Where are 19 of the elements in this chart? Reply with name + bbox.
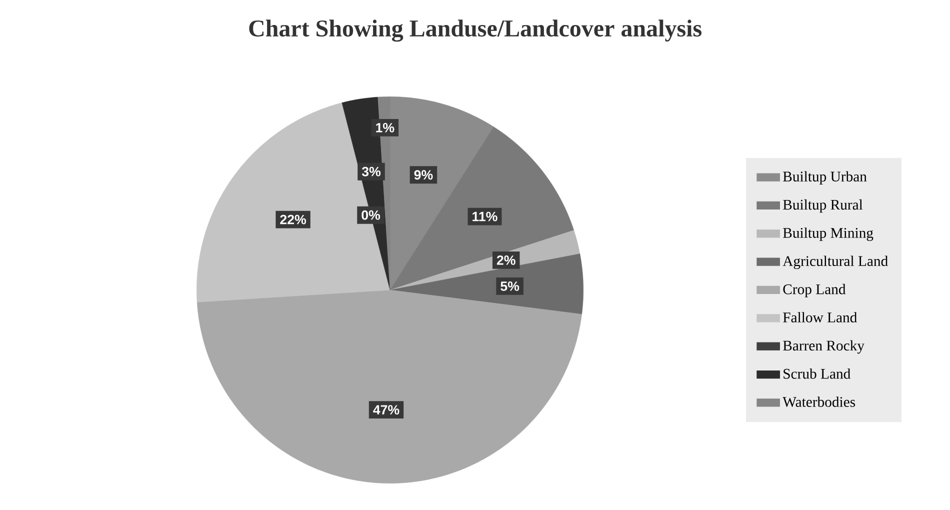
legend-label: Agricultural Land bbox=[782, 256, 888, 270]
data-label: 1% bbox=[376, 122, 394, 132]
data-label: 11% bbox=[472, 212, 498, 222]
legend-label: Builtup Urban bbox=[783, 171, 867, 184]
chart-title: Chart Showing Landuse/Landcover analysis bbox=[249, 20, 702, 42]
data-label: 9% bbox=[414, 170, 433, 180]
legend-label: Waterbodies bbox=[782, 396, 856, 408]
legend-label: Crop Land bbox=[783, 284, 846, 298]
data-label: 47% bbox=[373, 405, 400, 414]
legend-label: Barren Rocky bbox=[783, 340, 864, 354]
legend-label: Fallow Land bbox=[783, 312, 857, 322]
data-label: 2% bbox=[496, 255, 516, 265]
text: 0% bbox=[362, 210, 380, 220]
legend-label: Builtup Mining bbox=[783, 228, 874, 241]
data-label: 5% bbox=[500, 282, 520, 291]
legend-label: Builtup Rural bbox=[783, 199, 863, 213]
data-label: 22% bbox=[280, 214, 306, 224]
legend-label: Scrub Land bbox=[784, 368, 850, 379]
data-label: 3% bbox=[362, 166, 381, 176]
